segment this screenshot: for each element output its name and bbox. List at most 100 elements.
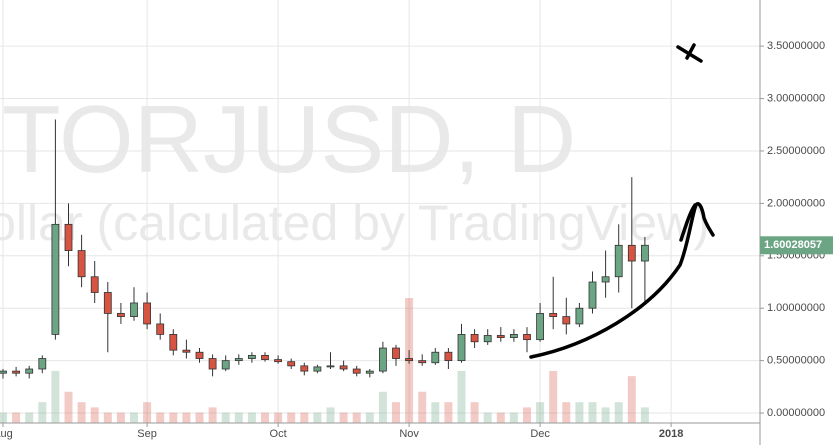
candle-body — [90, 276, 99, 293]
volume-bar — [221, 412, 230, 423]
volume-bar — [287, 412, 296, 423]
candle-body — [352, 368, 361, 374]
volume-bar — [103, 412, 112, 423]
volume-bar — [38, 402, 47, 423]
candle-body — [509, 334, 518, 338]
candle-body — [117, 313, 125, 317]
volume-bar — [536, 402, 545, 423]
volume-bar — [130, 412, 138, 423]
candle-body — [339, 365, 348, 370]
annotation-curve — [529, 202, 715, 359]
volume-bar — [496, 412, 505, 423]
volume-bar — [25, 412, 34, 423]
x-tick-label: Sep — [137, 428, 157, 440]
volume-bar — [418, 391, 427, 423]
candle-body — [234, 358, 243, 362]
volume-bar — [169, 412, 178, 423]
y-tick-label: 3.00000000 — [767, 92, 825, 104]
y-tick-label: 0.00000000 — [767, 407, 825, 419]
y-tick-label: 2.50000000 — [767, 145, 825, 157]
candle-body — [536, 313, 544, 341]
candle-body — [221, 360, 230, 370]
volume-bar — [352, 412, 361, 423]
candle-body — [627, 244, 636, 262]
volume-bar — [562, 402, 571, 423]
volume-bar — [549, 370, 558, 423]
price-tag-label: 1.60028057 — [764, 239, 822, 251]
candle-body — [575, 307, 584, 325]
volume-bar — [261, 412, 269, 423]
volume-bar — [575, 402, 584, 423]
volume-bar — [444, 402, 453, 423]
candle-body — [25, 368, 34, 374]
candle-body — [405, 358, 414, 362]
y-tick-label: 1.50000000 — [767, 250, 825, 262]
volume-bar — [90, 407, 99, 423]
volume-bar — [483, 412, 492, 423]
volume-bar — [640, 407, 649, 423]
volume-bar — [523, 407, 531, 423]
volume-bar — [247, 412, 256, 423]
candle-body — [182, 349, 191, 353]
candle-body — [77, 250, 86, 278]
candle-body — [169, 334, 178, 351]
volume-bar — [234, 412, 243, 423]
y-tick-label: 1.00000000 — [767, 302, 825, 314]
candle-body — [392, 347, 400, 359]
x-tick-label: Nov — [399, 428, 419, 440]
candle-body — [365, 370, 374, 374]
volume-bar — [614, 402, 623, 423]
candle-body — [562, 316, 571, 325]
volume-bar — [457, 370, 466, 423]
volume-bar — [182, 412, 191, 423]
volume-bar — [431, 402, 440, 423]
volume-bar — [588, 402, 597, 423]
x-tick-label: Oct — [270, 428, 287, 440]
volume-bar — [509, 412, 518, 423]
candle-body — [641, 244, 649, 262]
x-tick-label: Dec — [530, 428, 550, 440]
volume-bar — [392, 402, 400, 423]
volume-bar — [64, 391, 73, 423]
volume-bar — [627, 376, 636, 423]
candle-body — [38, 358, 47, 370]
price-tag — [760, 236, 833, 255]
volume-bar — [0, 412, 7, 423]
watermark: STORJUSD, D — [0, 86, 576, 193]
x-tick-label: Aug — [0, 428, 13, 440]
volume-bar — [51, 370, 60, 423]
y-tick-label: 0.50000000 — [767, 355, 825, 367]
candle-body — [313, 366, 322, 372]
candle-group — [0, 119, 649, 379]
candle-body — [523, 334, 531, 341]
watermark-group: STORJUSD, D Dollar (calculated by Tradin… — [0, 86, 710, 251]
candle-body — [483, 335, 492, 343]
volume-bar — [339, 412, 348, 423]
volume-bar — [156, 412, 165, 423]
annotation — [529, 43, 715, 359]
volume-bar — [77, 402, 86, 423]
candle-body — [156, 323, 165, 335]
volume-bar — [143, 402, 152, 423]
candle-body — [274, 359, 283, 363]
candle-body — [208, 358, 217, 370]
volume-bar — [12, 412, 21, 423]
volume-bar — [365, 412, 374, 423]
candle-body — [601, 276, 610, 283]
x-tick-label: 2018 — [659, 428, 683, 440]
candle-body — [12, 370, 21, 374]
candle-body — [143, 302, 152, 325]
candle-body — [0, 370, 7, 374]
volume-bar — [274, 412, 283, 423]
candle-body — [247, 354, 256, 359]
candle-body — [130, 302, 138, 317]
volume-bar — [116, 412, 125, 423]
candle-body — [614, 244, 623, 278]
candle-body — [457, 334, 466, 362]
axis-group: 0.00000000 0.50000000 1.00000000 1.50000000… — [0, 40, 833, 440]
volume-bar — [601, 407, 610, 423]
volume-bar — [313, 412, 322, 423]
y-tick-label: 3.50000000 — [767, 40, 825, 52]
volume-bar — [378, 391, 387, 423]
